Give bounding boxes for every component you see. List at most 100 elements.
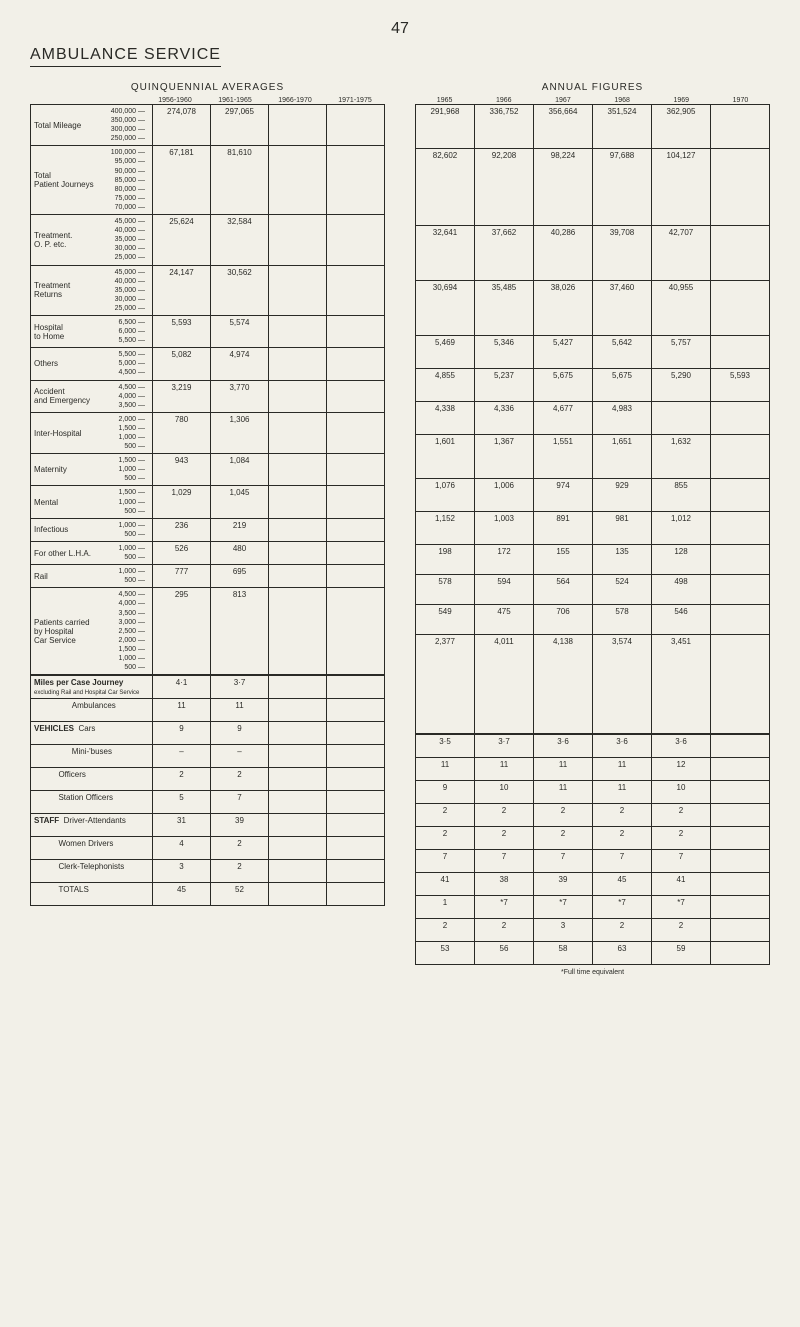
data-value: 480 [211,541,269,564]
data-value: 2 [475,804,534,827]
data-value: 39 [211,814,269,837]
data-value [711,435,770,479]
data-value [269,454,327,486]
data-value: 37,662 [475,226,534,281]
data-value: 41 [416,873,475,896]
data-value: 695 [211,565,269,588]
data-value: 45 [153,883,211,906]
data-value: 2 [475,919,534,942]
row-label: STAFF Driver-Attendants [31,814,153,837]
data-value: 4,011 [475,635,534,734]
row-label: Mental1,500 —1,000 —500 — [31,486,153,518]
data-value: 564 [534,575,593,605]
data-value: 2 [534,827,593,850]
data-value: 3·7 [211,676,269,699]
data-value [327,486,385,518]
row-label: TOTALS [31,883,153,906]
data-value: 11 [475,758,534,781]
left-column: QUINQUENNIAL AVERAGES 1956-19601961-1965… [30,82,385,976]
data-value [711,605,770,635]
year-label: 1965 [415,97,474,104]
data-value: 3·5 [416,735,475,758]
data-value: *7 [534,896,593,919]
data-value: 40,955 [652,281,711,336]
data-value: 5,346 [475,336,534,369]
data-value [711,758,770,781]
data-value: 82,602 [416,149,475,226]
data-value: 24,147 [153,265,211,315]
data-value: 3,770 [211,380,269,412]
data-value: 31 [153,814,211,837]
data-value: 7 [652,850,711,873]
data-value [327,105,385,146]
data-value: 3 [534,919,593,942]
data-value [269,699,327,722]
data-value [711,336,770,369]
year-label: 1956-1960 [145,97,205,104]
data-value: 5,593 [711,369,770,402]
data-value: 1,029 [153,486,211,518]
right-year-header: 196519661967196819691970 [415,97,770,104]
year-label: 1961-1965 [205,97,265,104]
data-value: 1,003 [475,512,534,545]
data-value: 39 [534,873,593,896]
data-value: 10 [475,781,534,804]
data-value [269,676,327,699]
data-value: 4,855 [416,369,475,402]
data-value: 38 [475,873,534,896]
data-value: 291,968 [416,105,475,149]
data-value [711,479,770,512]
data-value: 2 [593,804,652,827]
year-label: 1969 [652,97,711,104]
data-value: 3·6 [593,735,652,758]
data-value [327,412,385,453]
data-value [269,588,327,675]
row-label: Clerk-Telephonists [31,860,153,883]
right-chart-title: ANNUAL FIGURES [415,82,770,93]
data-value: 39,708 [593,226,652,281]
data-value: 97,688 [593,149,652,226]
data-value: 855 [652,479,711,512]
data-value: 1,601 [416,435,475,479]
data-value [269,541,327,564]
data-value: 2 [475,827,534,850]
data-value: 2 [153,768,211,791]
row-label: For other L.H.A.1,000 —500 — [31,541,153,564]
data-value: 30,562 [211,265,269,315]
data-value: 498 [652,575,711,605]
right-column: ANNUAL FIGURES 196519661967196819691970 … [415,82,770,976]
data-value: 155 [534,545,593,575]
data-value: 336,752 [475,105,534,149]
data-value: 1,306 [211,412,269,453]
data-value [269,265,327,315]
data-value: 578 [416,575,475,605]
data-value: 4,336 [475,402,534,435]
data-value: 356,664 [534,105,593,149]
data-value [327,676,385,699]
data-value: 45 [593,873,652,896]
data-value: 777 [153,565,211,588]
data-value: 37,460 [593,281,652,336]
data-value: 3·6 [652,735,711,758]
row-label: Rail1,000 —500 — [31,565,153,588]
data-value [327,745,385,768]
data-value: 891 [534,512,593,545]
data-value [269,814,327,837]
data-value: 4,338 [416,402,475,435]
data-value: 92,208 [475,149,534,226]
data-value: 2 [211,768,269,791]
data-value: 5,675 [593,369,652,402]
row-label: Others5,500 —5,000 —4,500 — [31,348,153,380]
row-label: Station Officers [31,791,153,814]
row-label: Infectious1,000 —500 — [31,518,153,541]
data-value: 2,377 [416,635,475,734]
data-value: 5,237 [475,369,534,402]
data-value: 25,624 [153,215,211,265]
data-value [711,735,770,758]
year-label: 1970 [711,97,770,104]
data-value: 3·6 [534,735,593,758]
data-value: 4,983 [593,402,652,435]
data-value: 172 [475,545,534,575]
data-value: 4·1 [153,676,211,699]
data-value: 1,551 [534,435,593,479]
